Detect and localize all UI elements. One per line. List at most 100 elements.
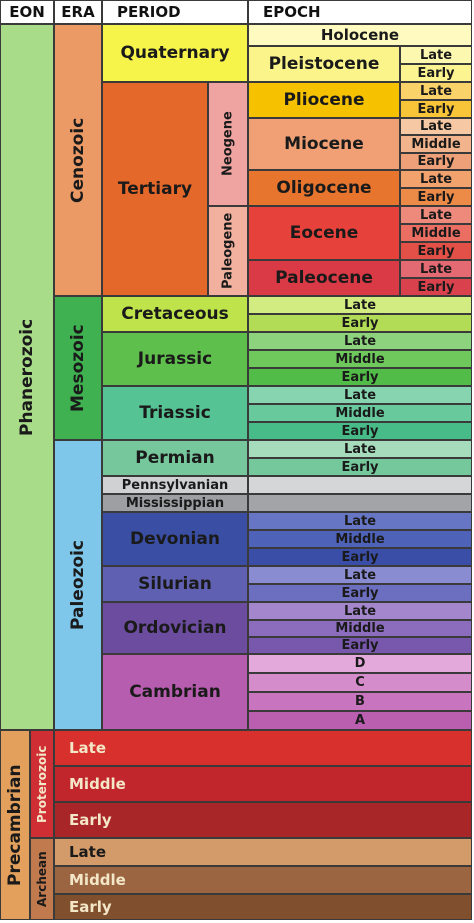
era-archean-label: Archean bbox=[35, 851, 49, 907]
cretaceous-late-label: Late bbox=[343, 297, 377, 313]
devonian-middle-label: Middle bbox=[335, 531, 385, 547]
eon-phanerozoic: Phanerozoic bbox=[0, 24, 54, 730]
triassic-middle: Middle bbox=[248, 404, 472, 422]
permian-early: Early bbox=[248, 458, 472, 476]
ordovician-late: Late bbox=[248, 602, 472, 620]
silurian-late-label: Late bbox=[343, 567, 377, 583]
proterozoic-late: Late bbox=[54, 730, 472, 766]
archean-middle-label: Middle bbox=[69, 871, 126, 889]
era-cenozoic: Cenozoic bbox=[54, 24, 102, 296]
period-pennsylvanian: Pennsylvanian bbox=[102, 476, 248, 494]
paleocene-early-label: Early bbox=[417, 279, 455, 295]
ordovician-middle-label: Middle bbox=[335, 621, 385, 636]
archean-middle: Middle bbox=[54, 866, 472, 894]
pliocene-early-label: Early bbox=[417, 101, 455, 117]
epoch-paleocene: Paleocene bbox=[248, 260, 400, 296]
period-permian: Permian bbox=[102, 440, 248, 476]
period-tertiary-label: Tertiary bbox=[117, 179, 193, 199]
jurassic-middle: Middle bbox=[248, 350, 472, 368]
epoch-eocene-label: Eocene bbox=[289, 223, 359, 243]
ordovician-middle: Middle bbox=[248, 620, 472, 637]
miocene-late-label: Late bbox=[419, 119, 453, 134]
archean-early: Early bbox=[54, 894, 472, 920]
eocene-early-label: Early bbox=[417, 243, 455, 259]
miocene-early-label: Early bbox=[417, 154, 455, 169]
pleistocene-early-label: Early bbox=[417, 65, 455, 81]
paleocene-late-label: Late bbox=[419, 261, 453, 277]
permian-late-label: Late bbox=[343, 441, 377, 457]
miocene-middle: Middle bbox=[400, 135, 472, 153]
epoch-pliocene-label: Pliocene bbox=[283, 90, 365, 110]
period-header-label: PERIOD bbox=[117, 3, 181, 21]
period-permian-label: Permian bbox=[135, 448, 215, 468]
eon-precambrian: Precambrian bbox=[0, 730, 30, 920]
permian-early-label: Early bbox=[341, 459, 379, 475]
proterozoic-late-label: Late bbox=[69, 739, 107, 757]
cambrian-b: B bbox=[248, 692, 472, 711]
cambrian-b-label: B bbox=[355, 694, 365, 709]
cambrian-a-label: A bbox=[354, 713, 366, 728]
archean-late: Late bbox=[54, 838, 472, 866]
cretaceous-early: Early bbox=[248, 314, 472, 332]
period-header: PERIOD bbox=[102, 0, 248, 24]
era-proterozoic-label: Proterozoic bbox=[35, 745, 49, 823]
period-quaternary: Quaternary bbox=[102, 24, 248, 82]
jurassic-early: Early bbox=[248, 368, 472, 386]
period-devonian: Devonian bbox=[102, 512, 248, 566]
period-mississippian: Mississippian bbox=[102, 494, 248, 512]
era-header: ERA bbox=[54, 0, 102, 24]
silurian-late: Late bbox=[248, 566, 472, 584]
epoch-header-label: EPOCH bbox=[263, 3, 321, 21]
cretaceous-early-label: Early bbox=[341, 315, 379, 331]
miocene-early: Early bbox=[400, 153, 472, 170]
epoch-holocene: Holocene bbox=[248, 24, 472, 46]
period-pennsylvanian-label: Pennsylvanian bbox=[121, 477, 229, 493]
jurassic-early-label: Early bbox=[341, 369, 379, 385]
triassic-early-label: Early bbox=[341, 423, 379, 439]
paleocene-early: Early bbox=[400, 278, 472, 296]
pleistocene-early: Early bbox=[400, 64, 472, 82]
devonian-middle: Middle bbox=[248, 530, 472, 548]
proterozoic-early-label: Early bbox=[69, 811, 112, 829]
devonian-early: Early bbox=[248, 548, 472, 566]
jurassic-late-label: Late bbox=[343, 333, 377, 349]
era-proterozoic: Proterozoic bbox=[30, 730, 54, 838]
mississippian-epoch bbox=[248, 494, 472, 512]
devonian-late-label: Late bbox=[343, 513, 377, 529]
era-paleozoic-label: Paleozoic bbox=[68, 540, 88, 630]
oligocene-late-label: Late bbox=[419, 171, 453, 187]
period-silurian: Silurian bbox=[102, 566, 248, 602]
subperiod-neogene-label: Neogene bbox=[220, 111, 236, 177]
period-ordovician: Ordovician bbox=[102, 602, 248, 654]
era-paleozoic: Paleozoic bbox=[54, 440, 102, 730]
triassic-middle-label: Middle bbox=[335, 405, 385, 421]
subperiod-paleogene: Paleogene bbox=[208, 206, 248, 296]
pennsylvanian-epoch bbox=[248, 476, 472, 494]
proterozoic-middle-label: Middle bbox=[69, 775, 126, 793]
eocene-late-label: Late bbox=[419, 207, 453, 223]
period-cretaceous: Cretaceous bbox=[102, 296, 248, 332]
era-cenozoic-label: Cenozoic bbox=[68, 117, 88, 203]
era-header-label: ERA bbox=[61, 3, 95, 21]
eocene-late: Late bbox=[400, 206, 472, 224]
period-tertiary: Tertiary bbox=[102, 82, 208, 296]
period-triassic: Triassic bbox=[102, 386, 248, 440]
period-cambrian-label: Cambrian bbox=[129, 682, 221, 702]
eocene-middle: Middle bbox=[400, 224, 472, 242]
ordovician-early: Early bbox=[248, 637, 472, 654]
devonian-early-label: Early bbox=[341, 549, 379, 565]
period-silurian-label: Silurian bbox=[138, 574, 212, 594]
cambrian-c: C bbox=[248, 673, 472, 692]
paleocene-late: Late bbox=[400, 260, 472, 278]
jurassic-middle-label: Middle bbox=[335, 351, 385, 367]
pleistocene-late: Late bbox=[400, 46, 472, 64]
silurian-early-label: Early bbox=[341, 585, 379, 601]
proterozoic-early: Early bbox=[54, 802, 472, 838]
cambrian-c-label: C bbox=[355, 675, 365, 690]
eocene-early: Early bbox=[400, 242, 472, 260]
period-triassic-label: Triassic bbox=[139, 403, 211, 423]
miocene-middle-label: Middle bbox=[411, 136, 461, 152]
pliocene-early: Early bbox=[400, 100, 472, 118]
eocene-middle-label: Middle bbox=[411, 225, 461, 241]
